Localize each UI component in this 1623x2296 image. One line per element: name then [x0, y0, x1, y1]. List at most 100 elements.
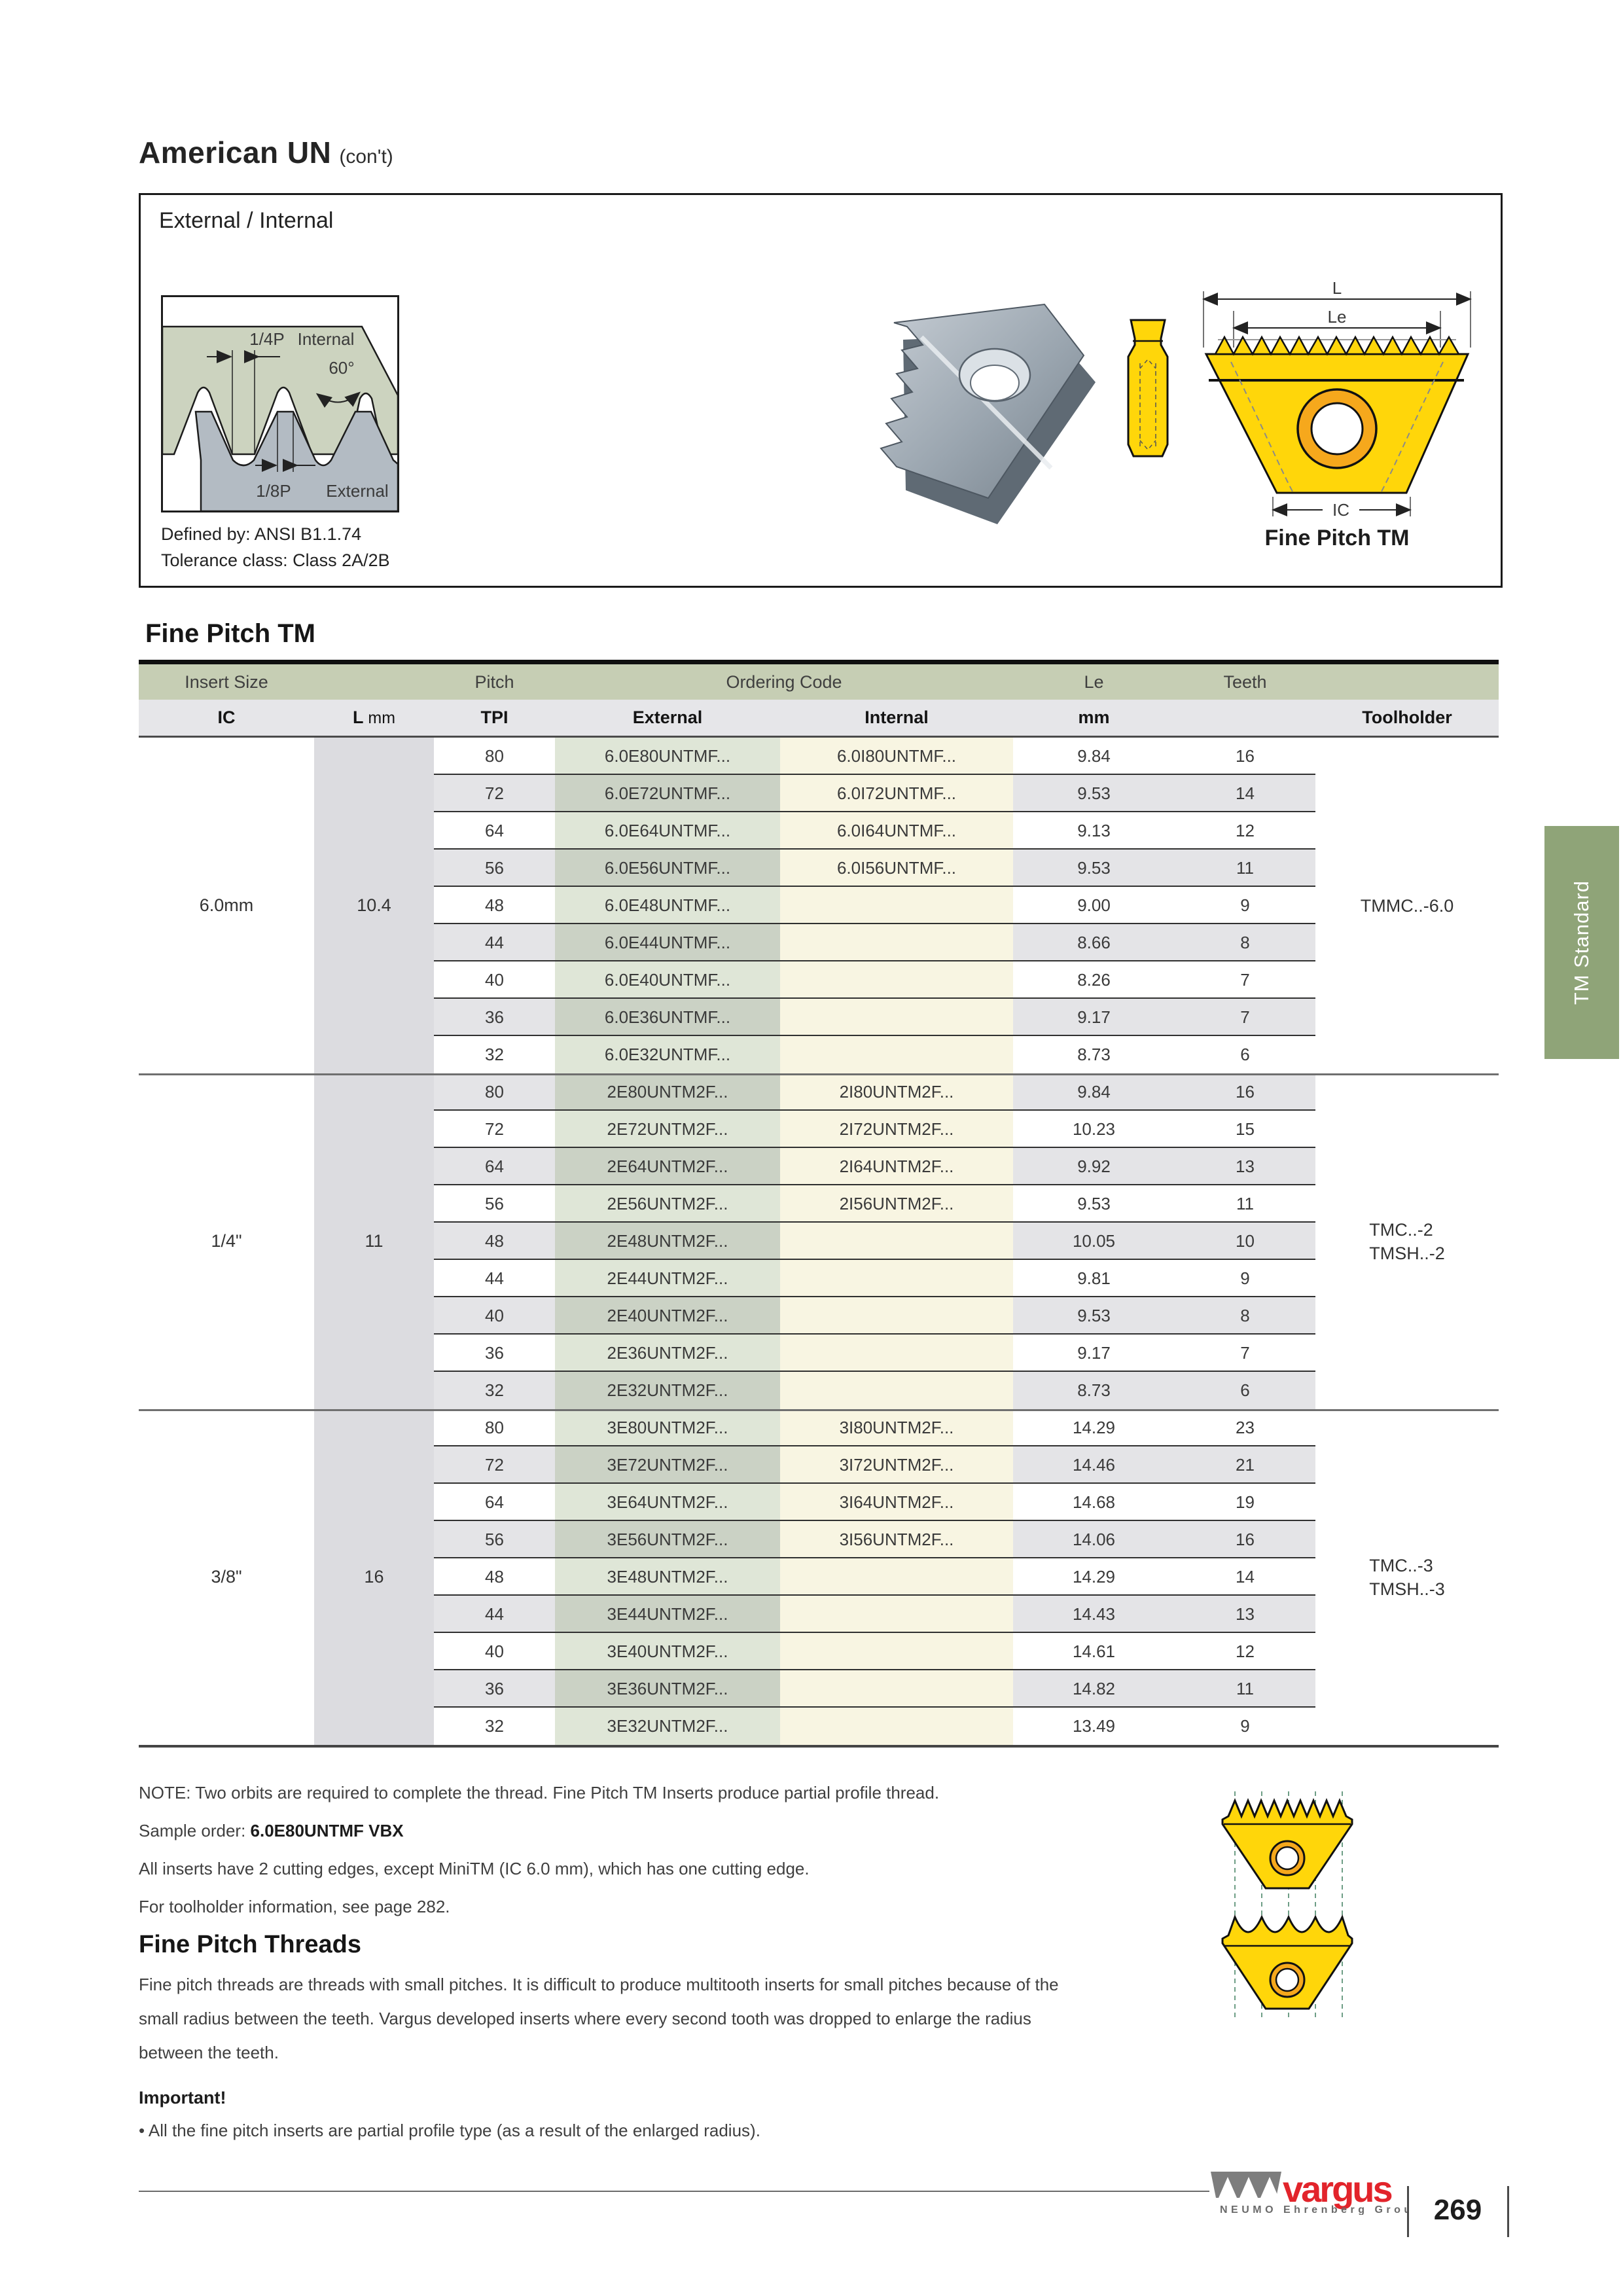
table-rows: 80 2E80UNTM2F... 2I80UNTM2F... 9.84 16 72 2E72… — [434, 1073, 1315, 1409]
external-code-cell: 2E36UNTM2F... — [555, 1335, 780, 1372]
internal-code-cell: 6.0I64UNTMF... — [780, 812, 1013, 850]
le-cell: 8.26 — [1077, 970, 1111, 990]
insert-size-ic-cell: 3/8" — [211, 1567, 242, 1587]
table-row: 44 6.0E44UNTMF... 8.66 8 — [434, 924, 1315, 961]
teeth-cell: 23 — [1236, 1418, 1255, 1437]
teeth-cell: 11 — [1236, 1194, 1254, 1213]
table-row: 64 2E64UNTM2F... 2I64UNTM2F... 9.92 13 — [434, 1148, 1315, 1185]
external-code-cell: 2E32UNTM2F... — [555, 1372, 780, 1409]
insert-type-label: Fine Pitch TM — [1264, 526, 1410, 550]
le-cell: 14.82 — [1072, 1679, 1116, 1698]
table-top-bar — [139, 660, 1499, 664]
tpi-cell: 40 — [485, 1306, 504, 1325]
fine-pitch-illustration — [1221, 1791, 1353, 2018]
header-mm: mm — [1078, 708, 1110, 727]
le-cell: 9.17 — [1077, 1007, 1111, 1027]
tpi-cell: 48 — [485, 1231, 504, 1251]
tpi-cell: 56 — [485, 858, 504, 878]
teeth-cell: 14 — [1236, 1567, 1255, 1587]
internal-code-cell: 3I80UNTM2F... — [780, 1409, 1013, 1446]
note-sample-order: Sample order: 6.0E80UNTMF VBX — [139, 1821, 404, 1840]
standard-definition: Defined by: ANSI B1.1.74 Tolerance class… — [161, 521, 390, 573]
tpi-cell: 44 — [485, 1268, 504, 1288]
logo-brand-text: vargus — [1283, 2172, 1391, 2210]
tpi-cell: 80 — [485, 746, 504, 766]
external-code-cell: 6.0E64UNTMF... — [555, 812, 780, 850]
table-header-groups: Insert Size Pitch Ordering Code Le Teeth — [139, 664, 1499, 700]
le-cell: 9.17 — [1077, 1343, 1111, 1363]
internal-code-cell — [780, 1596, 1013, 1633]
internal-code-cell — [780, 1036, 1013, 1073]
tolerance-class-text: Tolerance class: Class 2A/2B — [161, 550, 390, 570]
table-row: 56 3E56UNTM2F... 3I56UNTM2F... 14.06 16 — [434, 1521, 1315, 1558]
teeth-cell: 10 — [1236, 1231, 1255, 1251]
note-orbits: NOTE: Two orbits are required to complet… — [139, 1783, 940, 1803]
header-insert-size: Insert Size — [185, 672, 268, 692]
internal-code-cell — [780, 961, 1013, 999]
page-title-text: American UN — [139, 135, 332, 170]
tpi-cell: 64 — [485, 821, 504, 840]
toolholder-value: TMMC..-6.0 — [1360, 895, 1454, 916]
tpi-cell: 36 — [485, 1007, 504, 1027]
table-row: 48 3E48UNTM2F... 14.29 14 — [434, 1558, 1315, 1596]
table-row: 80 3E80UNTM2F... 3I80UNTM2F... 14.29 23 — [434, 1409, 1315, 1446]
header-external: External — [632, 708, 703, 727]
angle-label: 60° — [329, 358, 354, 378]
le-cell: 9.53 — [1077, 783, 1111, 803]
header-pitch: Pitch — [474, 672, 514, 692]
table-row: 32 3E32UNTM2F... 13.49 9 — [434, 1708, 1315, 1745]
tpi-cell: 48 — [485, 895, 504, 915]
dim-IC-label: IC — [1332, 500, 1349, 520]
internal-code-cell: 6.0I72UNTMF... — [780, 775, 1013, 812]
teeth-cell: 12 — [1236, 821, 1255, 840]
table-row: 56 6.0E56UNTMF... 6.0I56UNTMF... 9.53 11 — [434, 850, 1315, 887]
internal-code-cell — [780, 1372, 1013, 1409]
table-row: 44 2E44UNTM2F... 9.81 9 — [434, 1260, 1315, 1297]
teeth-cell: 8 — [1240, 1306, 1250, 1325]
internal-code-cell — [780, 1297, 1013, 1335]
teeth-cell: 12 — [1236, 1641, 1255, 1661]
external-code-cell: 2E80UNTM2F... — [555, 1073, 780, 1111]
internal-code-cell — [780, 887, 1013, 924]
tpi-cell: 44 — [485, 933, 504, 952]
le-cell: 10.23 — [1072, 1119, 1116, 1139]
le-cell: 14.46 — [1072, 1455, 1116, 1475]
external-code-cell: 3E56UNTM2F... — [555, 1521, 780, 1558]
side-tab-tm-standard: TM Standard — [1544, 826, 1619, 1059]
header-ic: IC — [217, 708, 236, 727]
fine-pitch-threads-heading: Fine Pitch Threads — [139, 1931, 361, 1958]
external-code-cell: 2E44UNTM2F... — [555, 1260, 780, 1297]
fine-pitch-table: Insert Size Pitch Ordering Code Le Teeth… — [139, 660, 1499, 1748]
external-code-cell: 2E48UNTM2F... — [555, 1223, 780, 1260]
external-code-cell: 6.0E44UNTMF... — [555, 924, 780, 961]
teeth-cell: 16 — [1236, 1082, 1255, 1102]
table-rows: 80 6.0E80UNTMF... 6.0I80UNTMF... 9.84 16 72 6.… — [434, 738, 1315, 1073]
table-row: 56 2E56UNTM2F... 2I56UNTM2F... 9.53 11 — [434, 1185, 1315, 1223]
teeth-cell: 16 — [1236, 1530, 1255, 1549]
teeth-cell: 8 — [1240, 933, 1250, 952]
table-row: 72 2E72UNTM2F... 2I72UNTM2F... 10.23 15 — [434, 1111, 1315, 1148]
external-code-cell: 3E36UNTM2F... — [555, 1670, 780, 1708]
header-le: Le — [1084, 672, 1104, 692]
internal-code-cell — [780, 1708, 1013, 1745]
tpi-cell: 80 — [485, 1082, 504, 1102]
le-cell: 9.00 — [1077, 895, 1111, 915]
toolholder-value: TMSH..-3 — [1369, 1579, 1445, 1599]
toolholder-value: TMC..-3 — [1369, 1555, 1433, 1575]
insert-size-l-cell: 11 — [314, 1073, 434, 1409]
insert-size-ic-cell: 6.0mm — [199, 895, 254, 915]
le-cell: 14.61 — [1072, 1641, 1116, 1661]
teeth-cell: 14 — [1236, 783, 1255, 803]
le-cell: 9.84 — [1077, 746, 1111, 766]
tpi-cell: 40 — [485, 1641, 504, 1661]
table-group: 6.0mm 10.4 80 6.0E80UNTMF... 6.0I80UNTMF... 9… — [139, 738, 1499, 1073]
tpi-cell: 64 — [485, 1157, 504, 1176]
table-row: 48 2E48UNTM2F... 10.05 10 — [434, 1223, 1315, 1260]
page-title-suffix: (con't) — [339, 146, 393, 168]
le-cell: 9.92 — [1077, 1157, 1111, 1176]
tpi-cell: 64 — [485, 1492, 504, 1512]
toolholder-cell: TMMC..-6.0 — [1315, 738, 1499, 1073]
fine-pitch-threads-body: Fine pitch threads are threads with smal… — [139, 1975, 1059, 2062]
table-row: 48 6.0E48UNTMF... 9.00 9 — [434, 887, 1315, 924]
tpi-cell: 40 — [485, 970, 504, 990]
